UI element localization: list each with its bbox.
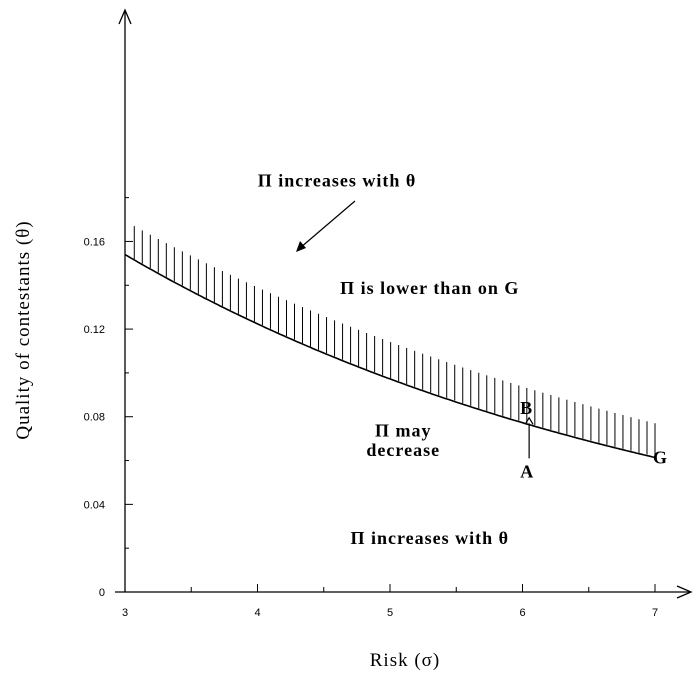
arrow-lower-than-g <box>299 200 356 249</box>
curve-g-label: G <box>653 447 667 467</box>
annotation-may: Π may <box>375 420 432 440</box>
annotations: Π increases with θ Π is lower than on G Π … <box>258 171 667 548</box>
x-axis-title: Risk (σ) <box>370 650 441 671</box>
y-tick-label: 0.04 <box>84 499 105 511</box>
point-b-label: B <box>520 398 532 418</box>
annotation-lower-than-g: Π is lower than on G <box>340 278 519 298</box>
y-tick-label: 0.12 <box>84 324 105 336</box>
curve-g <box>124 253 656 459</box>
y-tick-label: 0.16 <box>84 236 105 248</box>
x-axis-arrow <box>676 585 693 599</box>
x-tick-label: 6 <box>519 607 525 619</box>
annotation-bottom: Π increases with θ <box>350 528 509 548</box>
y-axis-arrow <box>118 8 132 25</box>
annotation-decrease: decrease <box>366 440 440 460</box>
curve-g-group <box>124 253 656 459</box>
x-tick-label: 7 <box>652 607 658 619</box>
x-tick-label: 3 <box>122 607 128 619</box>
y-tick-label: 0 <box>99 587 105 599</box>
axes: 0 0.04 0.08 0.12 0.16 3 4 5 6 7 Risk (σ) Quality of… <box>13 8 693 671</box>
y-tick-label: 0.08 <box>84 412 105 424</box>
arrowhead-a-to-b <box>524 416 534 425</box>
x-tick-label: 4 <box>254 607 260 619</box>
y-axis-title: Quality of contestants (θ) <box>13 220 34 439</box>
hatched-region <box>133 226 656 457</box>
x-tick-label: 5 <box>387 607 393 619</box>
point-a-label: A <box>520 461 533 481</box>
arrowhead-lower-than-g <box>296 241 306 252</box>
annotation-top: Π increases with θ <box>258 171 417 191</box>
